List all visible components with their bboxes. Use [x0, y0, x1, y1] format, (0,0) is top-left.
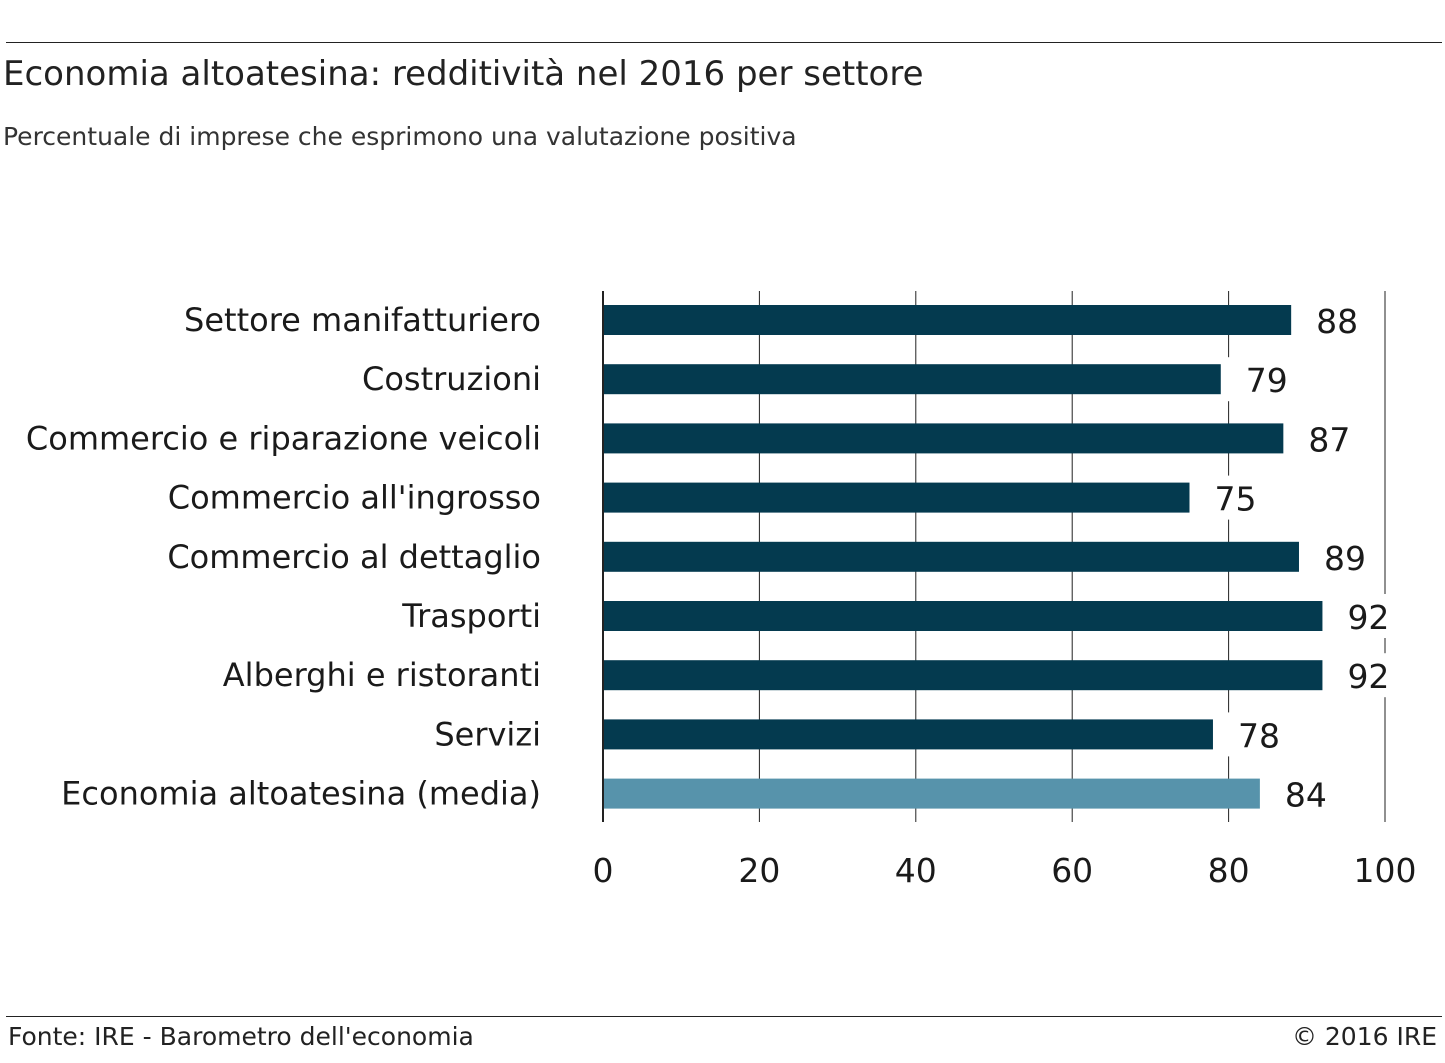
chart-title: Economia altoatesina: redditività nel 20… [3, 54, 924, 94]
top-rule [6, 42, 1442, 43]
bar [603, 541, 1299, 572]
value-label-background [1285, 416, 1366, 461]
category-label: Costruzioni [362, 360, 541, 398]
value-label: 78 [1238, 716, 1280, 755]
x-axis-ticks: 0 20 40 60 80 100 [593, 851, 1417, 890]
value-label: 92 [1347, 598, 1389, 637]
chart-subtitle: Percentuale di imprese che esprimono una… [3, 122, 797, 151]
value-label-background [1214, 712, 1295, 757]
x-tick-label: 60 [1051, 851, 1093, 890]
value-label-background [1293, 298, 1374, 342]
value-label: 92 [1347, 657, 1389, 696]
bar [603, 778, 1260, 809]
value-label-background [1324, 653, 1405, 698]
category-label: Settore manifatturiero [184, 301, 541, 339]
bar [603, 719, 1213, 750]
value-label: 79 [1246, 361, 1288, 400]
value-label-background [1324, 594, 1405, 638]
bar [603, 482, 1190, 513]
x-tick-label: 20 [738, 851, 780, 890]
category-label: Commercio e riparazione veicoli [26, 419, 541, 457]
value-label-background [1261, 771, 1342, 816]
category-label: Alberghi e ristoranti [223, 656, 541, 694]
bar [603, 305, 1292, 335]
bar [603, 423, 1284, 454]
category-label: Servizi [434, 715, 541, 753]
bars [603, 298, 1405, 816]
value-label-background [1222, 357, 1303, 402]
value-label: 89 [1324, 539, 1366, 578]
value-label-background [1300, 534, 1381, 579]
bottom-rule [6, 1016, 1442, 1017]
category-label: Commercio all'ingrosso [168, 479, 541, 517]
x-tick-label: 100 [1354, 851, 1417, 890]
category-label: Trasporti [401, 597, 541, 635]
value-label: 84 [1285, 776, 1327, 815]
value-label: 87 [1308, 420, 1350, 459]
category-label: Economia altoatesina (media) [61, 775, 541, 813]
source-note: Fonte: IRE - Barometro dell'economia [8, 1022, 474, 1051]
x-tick-label: 40 [895, 851, 937, 890]
category-label: Commercio al dettaglio [167, 538, 541, 576]
x-tick-label: 0 [593, 851, 614, 890]
value-label: 75 [1215, 480, 1257, 519]
category-labels: Settore manifatturiero Costruzioni Commerc… [26, 301, 541, 813]
value-label-background [1191, 475, 1272, 520]
bar [603, 601, 1323, 631]
value-label: 88 [1316, 302, 1358, 341]
bar [603, 364, 1221, 395]
x-tick-label: 80 [1208, 851, 1250, 890]
copyright-note: © 2016 IRE [1291, 1022, 1437, 1051]
bar [603, 660, 1323, 691]
